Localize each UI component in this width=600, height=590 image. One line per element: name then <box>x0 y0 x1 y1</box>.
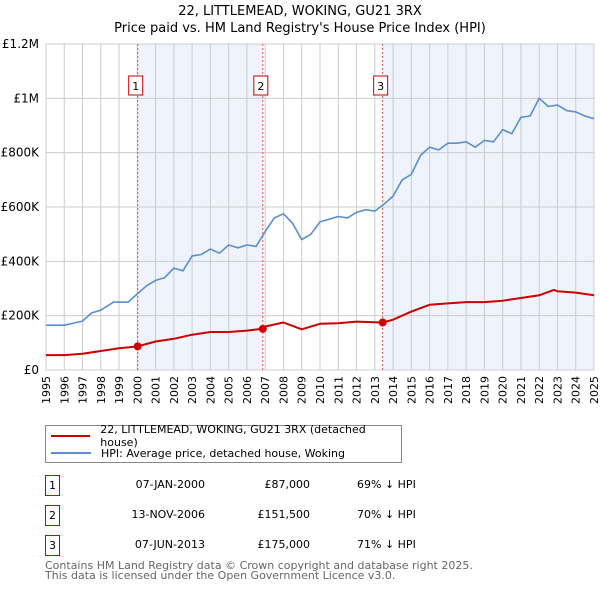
x-tick-label: 2020 <box>497 376 510 404</box>
hpi-line <box>46 97 595 326</box>
sale-label: 2 <box>257 80 264 93</box>
x-tick-label: 2004 <box>204 376 217 404</box>
sale-label: 3 <box>377 80 384 93</box>
sale-label-box <box>253 75 269 96</box>
sale-label: 1 <box>132 80 139 93</box>
x-tick-label: 2007 <box>259 376 272 404</box>
x-tick-label: 2008 <box>277 376 290 404</box>
x-tick-label: 2009 <box>296 376 309 404</box>
x-tick-label: 2013 <box>369 376 382 404</box>
sale-row: 2 13-NOV-2006 £151,500 70% ↓ HPI <box>45 505 445 526</box>
sale-date: 07-JAN-2000 <box>135 478 205 491</box>
sale-marker: 1 <box>45 475 60 496</box>
sale-label-box <box>373 75 389 96</box>
x-tick-label: 2022 <box>533 376 546 404</box>
sale-hpi: 71% ↓ HPI <box>357 538 416 551</box>
legend-swatch-red <box>51 435 91 437</box>
x-tick-label: 2005 <box>223 376 236 404</box>
x-tick-label: 2002 <box>168 376 181 404</box>
sale-point <box>378 318 387 327</box>
legend-item-property: 22, LITTLEMEAD, WOKING, GU21 3RX (detach… <box>51 423 401 449</box>
sale-date: 13-NOV-2006 <box>131 508 205 521</box>
price-chart: 1995 1996 1997 1998 1999 2000 2001 2002 2003 2004… <box>1 37 600 404</box>
x-tick-label: 2011 <box>332 376 345 404</box>
y-tick-label: £400K <box>1 254 41 268</box>
x-tick-label: 1995 <box>40 376 53 404</box>
property-line <box>46 288 595 357</box>
x-tick-label: 2010 <box>314 376 327 404</box>
legend-swatch-blue <box>51 452 91 454</box>
x-tick-label: 2025 <box>588 376 600 404</box>
legend-item-hpi: HPI: Average price, detached house, Woki… <box>51 445 345 461</box>
sale-hpi: 70% ↓ HPI <box>357 508 416 521</box>
x-tick-label: 2019 <box>478 376 491 404</box>
sale-date: 07-JUN-2013 <box>134 538 205 551</box>
x-tick-label: 2021 <box>515 376 528 404</box>
footer-line: Contains HM Land Registry data © Crown c… <box>45 559 473 572</box>
y-tick-label: £0 <box>24 363 39 377</box>
plot-border <box>45 43 595 371</box>
x-tick-label: 1996 <box>58 376 71 404</box>
sale-marker: 3 <box>45 535 60 556</box>
x-tick-label: 1998 <box>95 376 108 404</box>
sale-price: £87,000 <box>264 478 311 491</box>
x-tick-label: 2024 <box>570 376 583 404</box>
sale-row: 1 07-JAN-2000 £87,000 69% ↓ HPI <box>45 475 445 496</box>
sale-point <box>258 324 267 333</box>
chart-subtitle: Price paid vs. HM Land Registry's House … <box>114 21 486 36</box>
legend: 22, LITTLEMEAD, WOKING, GU21 3RX (detach… <box>45 423 402 463</box>
sale-hpi: 69% ↓ HPI <box>357 478 416 491</box>
x-tick-label: 2015 <box>405 376 418 404</box>
x-tick-label: 2001 <box>150 376 163 404</box>
chart-title: 22, LITTLEMEAD, WOKING, GU21 3RX <box>178 4 422 19</box>
y-tick-label: £800K <box>1 146 41 160</box>
sale-marker: 2 <box>45 505 60 526</box>
x-tick-label: 2023 <box>551 376 564 404</box>
y-tick-label: £1M <box>13 91 39 105</box>
sale-price: £175,000 <box>257 538 311 551</box>
x-tick-label: 1997 <box>77 376 90 404</box>
sale-row: 3 07-JUN-2013 £175,000 71% ↓ HPI <box>45 535 445 556</box>
legend-label: 22, LITTLEMEAD, WOKING, GU21 3RX (detach… <box>100 423 366 449</box>
x-tick-label: 2018 <box>460 376 473 404</box>
footer: Contains HM Land Registry data © Crown c… <box>45 559 473 582</box>
sale-label-box <box>128 75 144 96</box>
x-tick-label: 2016 <box>424 376 437 404</box>
x-tick-label: 2003 <box>186 376 199 404</box>
x-tick-label: 2014 <box>387 376 400 404</box>
x-tick-label: 2017 <box>442 376 455 404</box>
y-tick-label: £200K <box>1 309 41 323</box>
x-tick-label: 2000 <box>131 376 144 404</box>
x-tick-label: 2012 <box>351 376 364 404</box>
sale-point <box>133 342 142 351</box>
footer-line: This data is licensed under the Open Gov… <box>45 569 396 582</box>
sale-price: £151,500 <box>257 508 311 521</box>
y-tick-label: £600K <box>1 200 41 214</box>
y-tick-label: £1.2M <box>2 37 39 51</box>
x-tick-label: 2006 <box>241 376 254 404</box>
x-tick-label: 1999 <box>113 376 126 404</box>
legend-label: HPI: Average price, detached house, Woki… <box>101 446 345 460</box>
